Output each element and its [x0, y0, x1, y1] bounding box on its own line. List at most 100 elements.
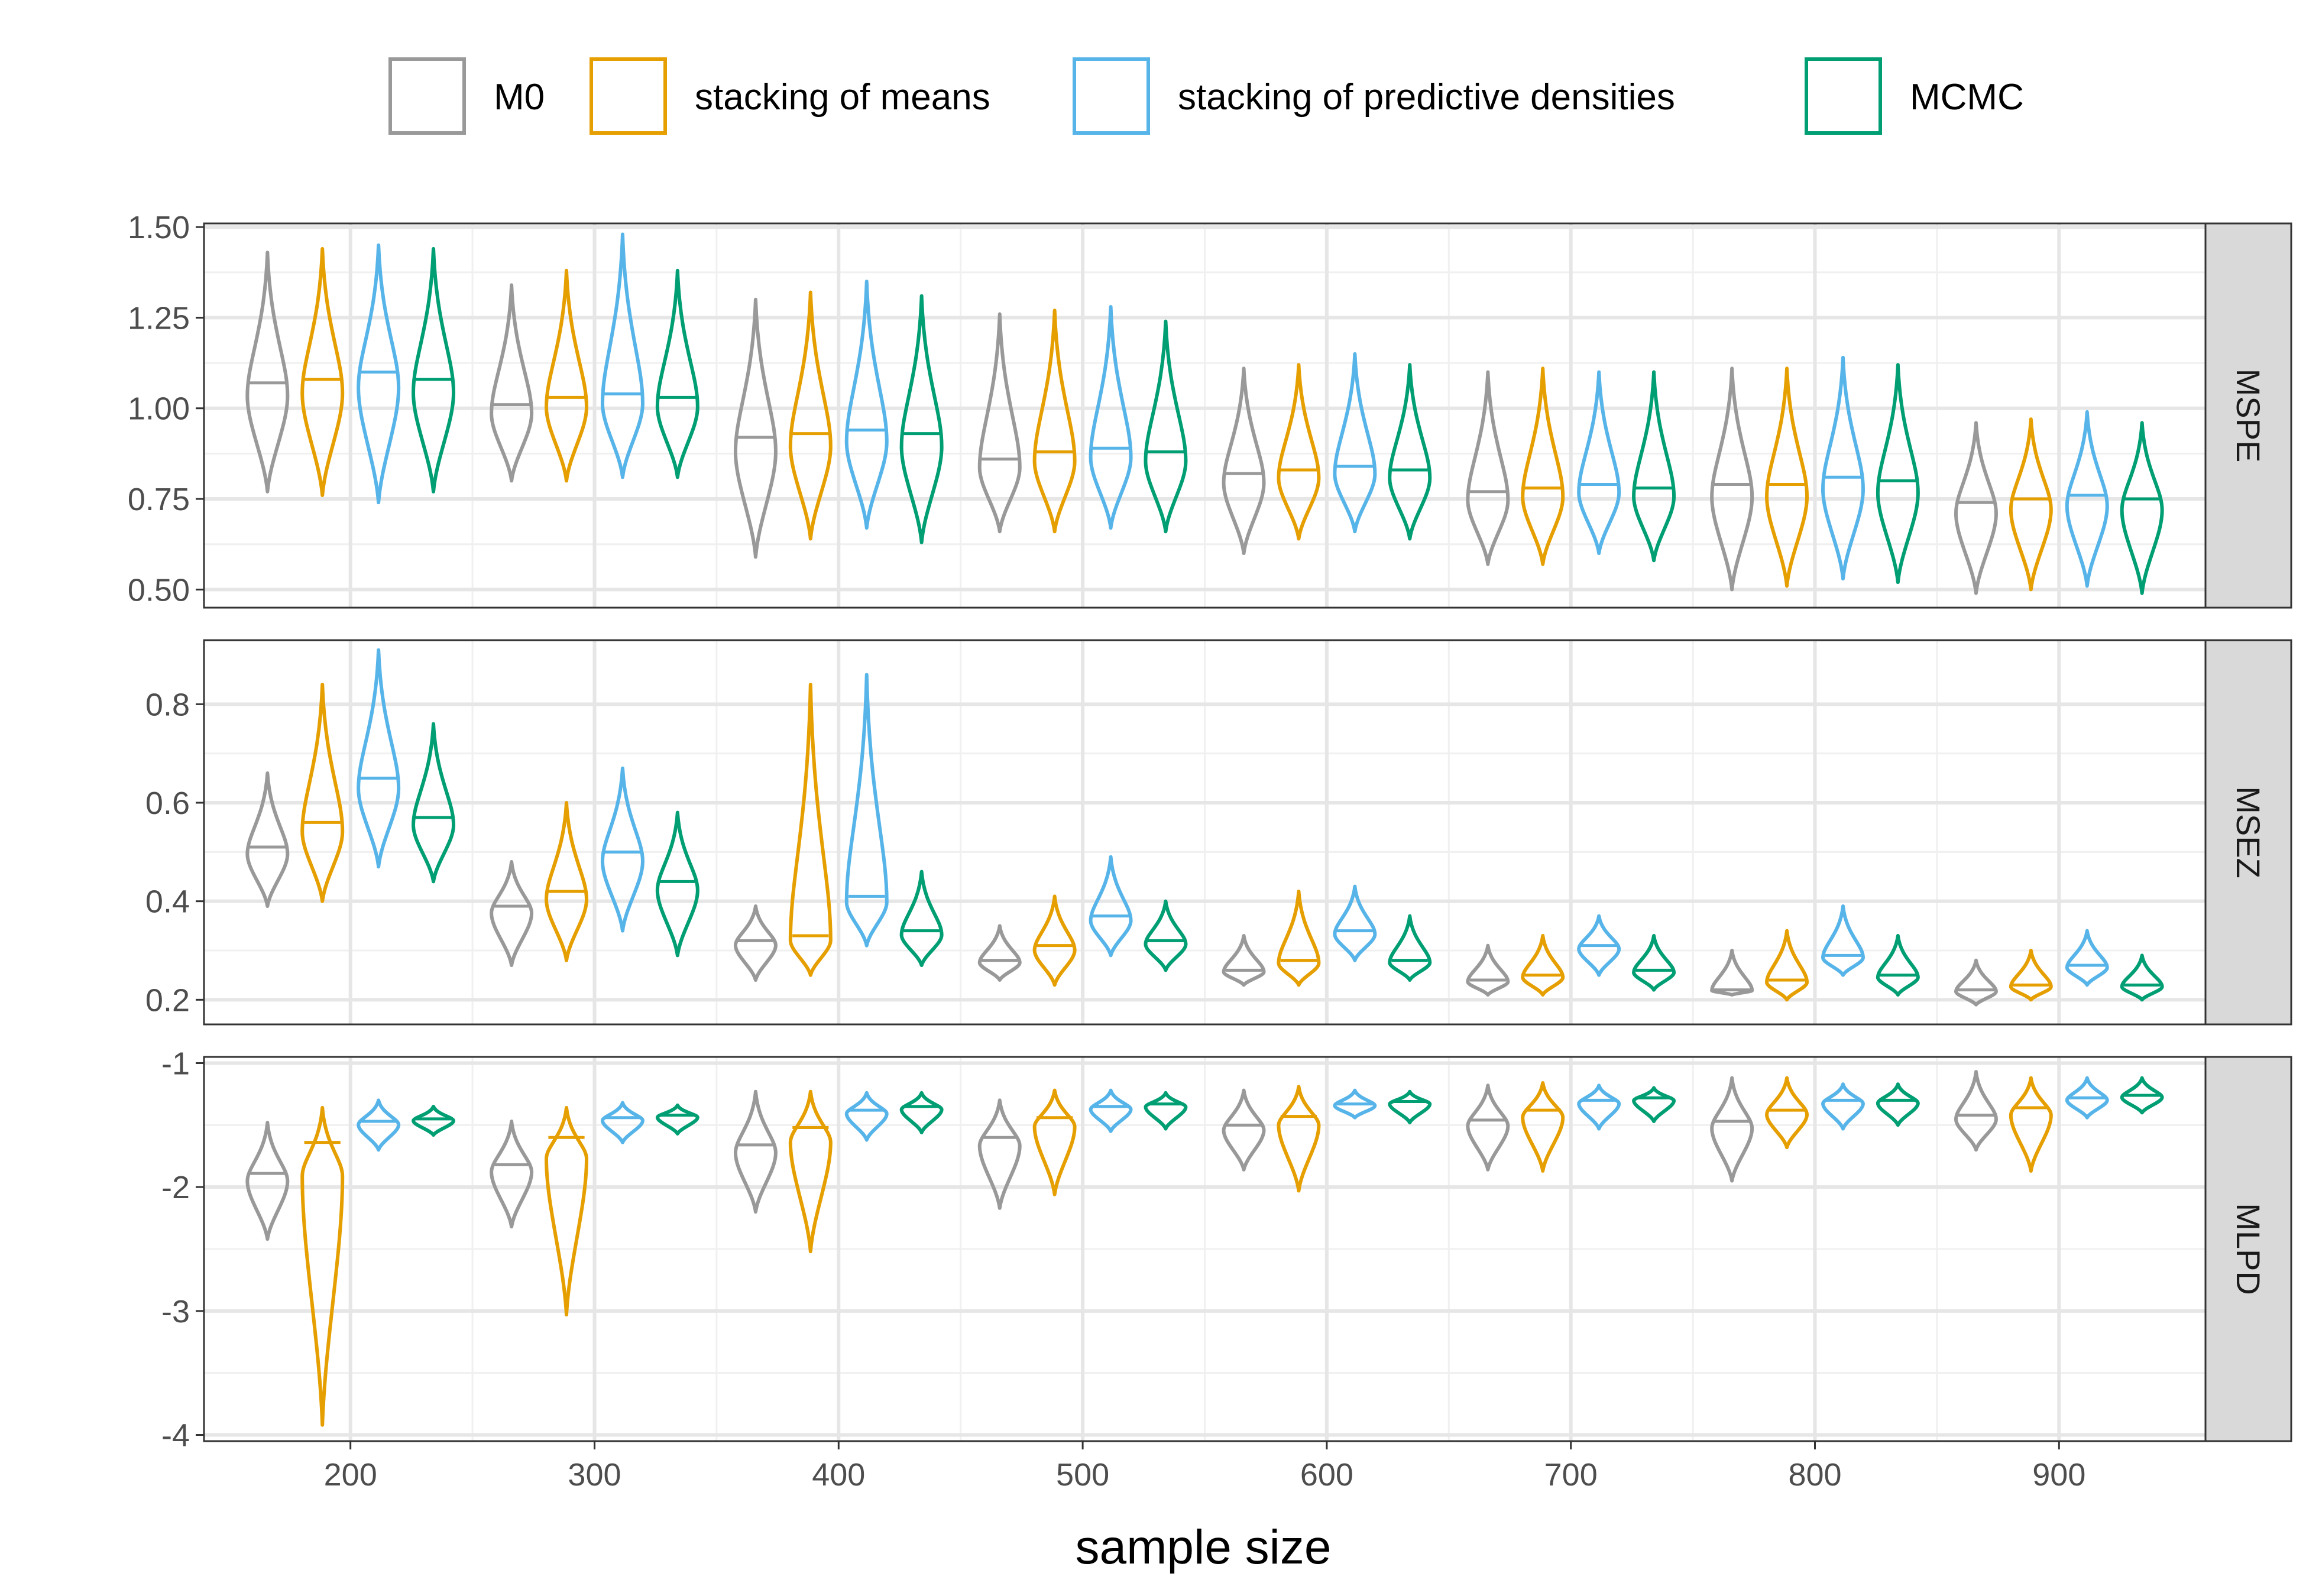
violin-mcmc-800	[1876, 934, 1920, 997]
violin-outline	[1466, 1084, 1510, 1172]
y-tick-label: 0.75	[128, 482, 190, 517]
violin-mcmc-300	[655, 1103, 699, 1136]
facet-strip	[2204, 1056, 2292, 1442]
panel-mlpd: -1 -2 -3 -4 MLPD	[161, 1046, 2292, 1454]
x-tick-label: 300	[568, 1457, 621, 1493]
violin-stacking-of-predictive-densities-400	[844, 1091, 889, 1142]
series-stacking-of-predictive-densities	[357, 1076, 2109, 1152]
violin-outline	[977, 312, 1022, 534]
violin-stacking-of-means-500	[1032, 1088, 1077, 1196]
violin-stacking-of-predictive-densities-600	[1333, 884, 1377, 962]
legend-label: stacking of means	[695, 77, 990, 118]
legend-item-stacking-of-predictive-densities: stacking of predictive densities	[1071, 56, 1675, 136]
violin-outline	[545, 801, 589, 962]
x-tick-label: 700	[1544, 1457, 1598, 1493]
series-mcmc	[412, 722, 2164, 1002]
violin-stacking-of-predictive-densities-800	[1821, 1082, 1865, 1131]
violin-m0-400	[733, 1089, 778, 1214]
violin-outline	[1466, 943, 1510, 997]
legend-label: M0	[494, 77, 545, 118]
violin-outline	[490, 860, 534, 967]
violin-mcmc-500	[1144, 1091, 1188, 1131]
legend-key	[1803, 56, 1883, 136]
violin-outline	[1032, 309, 1077, 534]
legend-key-swatch	[1805, 57, 1882, 135]
x-tick-label: 200	[324, 1457, 377, 1493]
violin-outline	[1710, 1076, 1754, 1183]
violin-mcmc-900	[2120, 1076, 2164, 1115]
violin-stacking-of-predictive-densities-800	[1821, 904, 1865, 977]
violin-outline	[788, 290, 833, 541]
y-tick-label: 0.2	[145, 982, 190, 1018]
facet-strip-label: MSEZ	[2230, 786, 2267, 878]
violin-stacking-of-means-800	[1765, 366, 1809, 588]
violin-stacking-of-predictive-densities-300	[600, 232, 644, 479]
facet-strip-label: MSPE	[2230, 369, 2267, 463]
violin-outline	[1876, 363, 1920, 585]
violin-m0-200	[245, 1121, 290, 1241]
violin-stacking-of-means-700	[1521, 934, 1565, 997]
facet-strip-label: MLPD	[2230, 1203, 2267, 1295]
violin-outline	[2120, 421, 2164, 595]
violin-outline	[1277, 890, 1321, 987]
y-tick-label: 0.6	[145, 786, 190, 821]
violin-outline	[2120, 1076, 2164, 1115]
violin-outline	[733, 297, 778, 559]
violin-stacking-of-means-600	[1277, 890, 1321, 987]
violin-mcmc-500	[1144, 319, 1188, 534]
violin-mcmc-400	[899, 294, 944, 544]
x-tick-label: 500	[1056, 1457, 1109, 1493]
violin-outline	[1577, 370, 1621, 556]
violin-outline	[490, 283, 534, 483]
violin-outline	[2065, 410, 2109, 588]
violin-stacking-of-predictive-densities-700	[1577, 1084, 1621, 1131]
legend-key	[1071, 56, 1151, 136]
violin-stacking-of-predictive-densities-200	[357, 1098, 401, 1152]
x-axis-title: sample size	[1076, 1520, 1332, 1574]
violin-outline	[1032, 1088, 1077, 1196]
violin-m0-200	[245, 251, 290, 494]
violin-outline	[2009, 949, 2053, 1002]
violin-m0-900	[1954, 1070, 1998, 1152]
violin-mcmc-600	[1388, 363, 1432, 541]
violin-outline	[1222, 934, 1266, 987]
violin-mcmc-700	[1632, 934, 1676, 992]
violin-outline	[1333, 1088, 1377, 1120]
y-tick-label: 0.8	[145, 687, 190, 722]
violin-outline	[2065, 929, 2109, 987]
violin-stacking-of-means-700	[1521, 1081, 1565, 1173]
violin-stacking-of-means-300	[545, 801, 589, 962]
violin-outline	[1333, 352, 1377, 534]
violin-outline	[1333, 884, 1377, 962]
violin-mcmc-700	[1632, 370, 1676, 563]
violin-stacking-of-means-500	[1032, 894, 1077, 987]
violin-stacking-of-means-600	[1277, 1085, 1321, 1193]
violin-stacking-of-means-200	[300, 1105, 345, 1427]
violin-outline	[788, 683, 833, 977]
violin-stacking-of-means-700	[1521, 366, 1565, 566]
violin-outline	[545, 268, 589, 483]
violin-mcmc-400	[899, 1091, 944, 1134]
violin-outline	[1089, 305, 1133, 530]
violin-stacking-of-predictive-densities-200	[357, 243, 401, 505]
violin-mcmc-800	[1876, 363, 1920, 585]
legend-key	[387, 56, 467, 136]
violin-stacking-of-means-400	[788, 290, 833, 541]
x-tick-label: 400	[812, 1457, 865, 1493]
violin-stacking-of-predictive-densities-300	[600, 1101, 644, 1144]
violin-m0-700	[1466, 943, 1510, 997]
violin-outline	[1954, 1070, 1998, 1152]
panel-msez: 0.2 0.4 0.6 0.8 MSEZ	[145, 639, 2292, 1026]
violin-outline	[1632, 934, 1676, 992]
series-stacking-of-predictive-densities	[357, 232, 2109, 588]
violin-m0-900	[1954, 958, 1998, 1007]
violin-mcmc-900	[2120, 421, 2164, 595]
violin-m0-500	[977, 312, 1022, 534]
violin-outline	[357, 1098, 401, 1152]
violin-outline	[245, 1121, 290, 1241]
panels: 0.50 0.75 1.00 1.25 1.50 MSPE 0.2 0.4 0.6 0.8 MSEZ…	[128, 210, 2292, 1454]
violin-outline	[245, 771, 290, 908]
violin-outline	[1821, 904, 1865, 977]
y-tick-label: 1.25	[128, 300, 190, 336]
